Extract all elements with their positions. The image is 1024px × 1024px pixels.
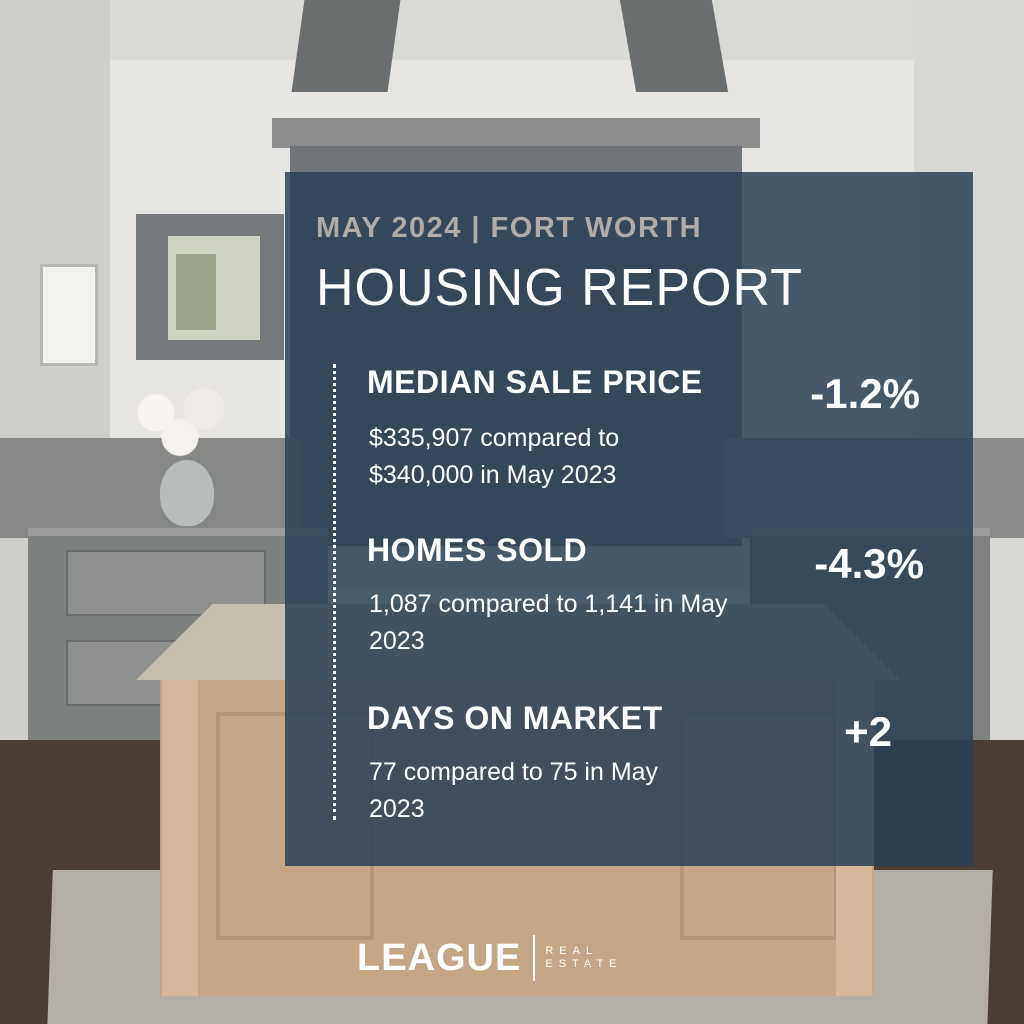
logo-subtitle-line1: REAL [545, 945, 599, 957]
league-real-estate-logo: LEAGUE REAL ESTATE [357, 935, 623, 981]
report-kicker: MAY 2024 | FORT WORTH [316, 212, 703, 244]
logo-divider [533, 935, 536, 981]
report-card [285, 172, 973, 866]
report-title: HOUSING REPORT [316, 259, 803, 317]
logo-subtitle: REAL ESTATE [545, 945, 622, 971]
metric-detail-median-sale-price: $335,907 compared to $340,000 in May 202… [369, 424, 620, 489]
metric-label-median-sale-price: MEDIAN SALE PRICE [367, 364, 703, 400]
metric-change-median-sale-price: -1.2% [810, 370, 920, 417]
metric-change-days-on-market: +2 [844, 708, 892, 755]
metric-label-homes-sold: HOMES SOLD [367, 532, 588, 568]
metric-change-homes-sold: -4.3% [814, 540, 924, 587]
logo-wordmark: LEAGUE [357, 937, 522, 979]
dotted-divider [333, 364, 336, 820]
metric-detail-days-on-market: 77 compared to 75 in May 2023 [369, 758, 659, 823]
logo-subtitle-line2: ESTATE [545, 958, 623, 970]
metric-detail-homes-sold: 1,087 compared to 1,141 in May 2023 [369, 590, 728, 655]
metric-label-days-on-market: DAYS ON MARKET [367, 700, 663, 736]
